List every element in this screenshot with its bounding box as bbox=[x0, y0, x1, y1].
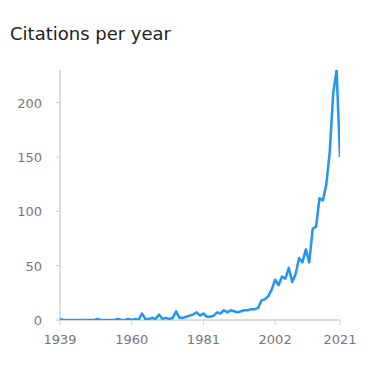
y-tick bbox=[56, 211, 60, 212]
x-tick bbox=[203, 320, 204, 325]
y-tick-label: 50 bbox=[25, 259, 42, 274]
plot-area bbox=[60, 70, 340, 320]
y-tick-label: 150 bbox=[17, 150, 42, 165]
x-tick-label: 2021 bbox=[323, 332, 356, 347]
citation-line bbox=[60, 70, 340, 320]
title: Citations per year bbox=[10, 23, 172, 44]
x-tick bbox=[60, 320, 61, 325]
y-tick-label: 200 bbox=[17, 96, 42, 111]
x-tick-label: 1981 bbox=[187, 332, 220, 347]
chart-svg: Citations per year 0 50 100 150 200 1939 1960 19… bbox=[0, 0, 375, 379]
x-tick bbox=[275, 320, 276, 325]
y-axis-line bbox=[59, 70, 61, 320]
y-tick bbox=[56, 320, 60, 321]
x-tick-label: 1939 bbox=[43, 332, 76, 347]
x-tick-label: 1960 bbox=[115, 332, 148, 347]
y-tick bbox=[56, 265, 60, 266]
y-tick-label: 100 bbox=[17, 204, 42, 219]
x-tick bbox=[131, 320, 132, 325]
y-tick bbox=[56, 156, 60, 157]
chart-container: Citations per year 0 50 100 150 200 1939 1960 19… bbox=[0, 0, 375, 379]
x-tick-label: 2002 bbox=[259, 332, 292, 347]
y-tick-label: 0 bbox=[34, 313, 42, 328]
y-tick bbox=[56, 102, 60, 103]
x-tick bbox=[340, 320, 341, 325]
